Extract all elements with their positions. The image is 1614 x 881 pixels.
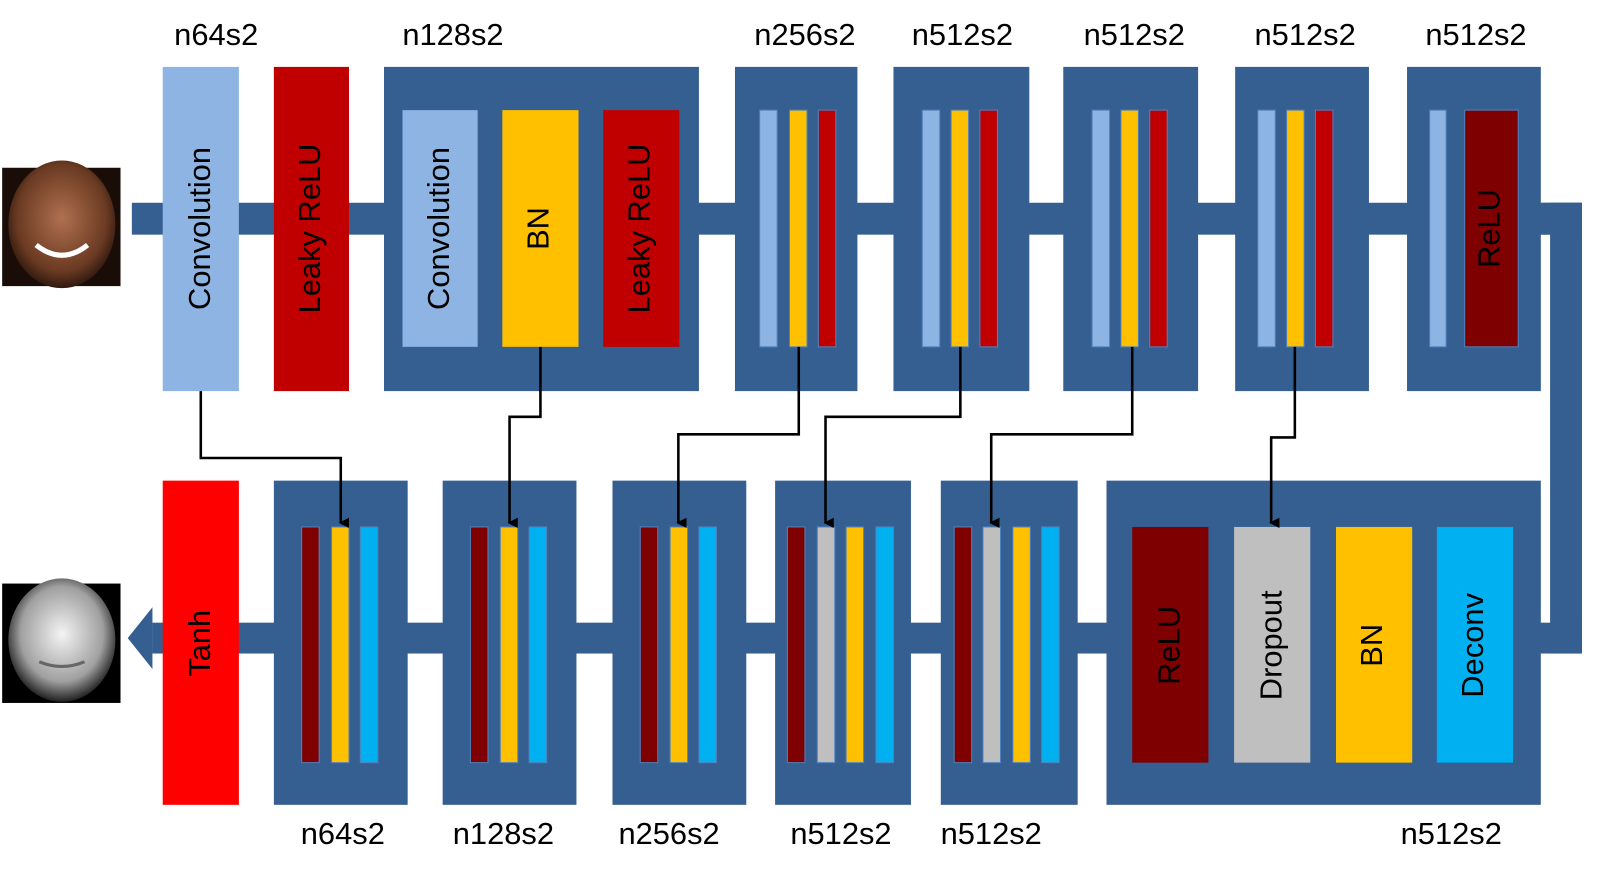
layer-text: Tanh: [182, 610, 217, 677]
layer-bars: [301, 526, 1060, 764]
tanh-layer: [162, 480, 239, 805]
layer-text: ReLU: [1472, 189, 1507, 268]
deconv-layer: [1436, 526, 1514, 763]
layer-text: Convolution: [182, 147, 217, 310]
lrelu-layer: [273, 66, 350, 392]
layer-bars: [759, 109, 1519, 348]
output-depth: [2, 578, 121, 703]
block-label: n512s2: [1255, 17, 1356, 52]
block-label: n64s2: [174, 17, 258, 52]
input-face: [2, 160, 121, 289]
layer-text: Dropout: [1253, 590, 1288, 700]
dropout-layer: [1234, 526, 1311, 763]
layer-text: Convolution: [421, 147, 456, 310]
block-label: n512s2: [790, 816, 891, 851]
layer-text: Deconv: [1455, 592, 1490, 697]
bn-layer: [1336, 526, 1413, 763]
block-label: n512s2: [912, 17, 1013, 52]
block-label: n256s2: [754, 17, 855, 52]
layer-text: Leaky ReLU: [292, 144, 327, 314]
layer-text: BN: [1354, 624, 1389, 667]
decoder: Tanh ReLU Dropout BN Deconv: [162, 480, 1541, 805]
skip-connections: [199, 346, 1297, 528]
block-label: n512s2: [1084, 17, 1185, 52]
relu-layer: [1132, 526, 1209, 763]
block-label: n64s2: [301, 816, 385, 851]
conv-layer: [402, 110, 478, 347]
layer-text: ReLU: [1151, 606, 1186, 685]
lrelu-layer: [603, 110, 680, 347]
block-label: n256s2: [618, 816, 719, 851]
conv-layer: [162, 66, 239, 392]
block-label: n512s2: [1425, 17, 1526, 52]
bn-layer: [502, 110, 579, 347]
block-label: n512s2: [941, 816, 1042, 851]
encoder: Convolution Leaky ReLU Convolution BN Le…: [162, 66, 1541, 392]
block-label: n512s2: [1401, 816, 1502, 851]
block-label: n128s2: [453, 816, 554, 851]
layer-text: BN: [521, 207, 556, 250]
block-label: n128s2: [402, 17, 503, 52]
layer-text: Leaky ReLU: [621, 144, 656, 314]
